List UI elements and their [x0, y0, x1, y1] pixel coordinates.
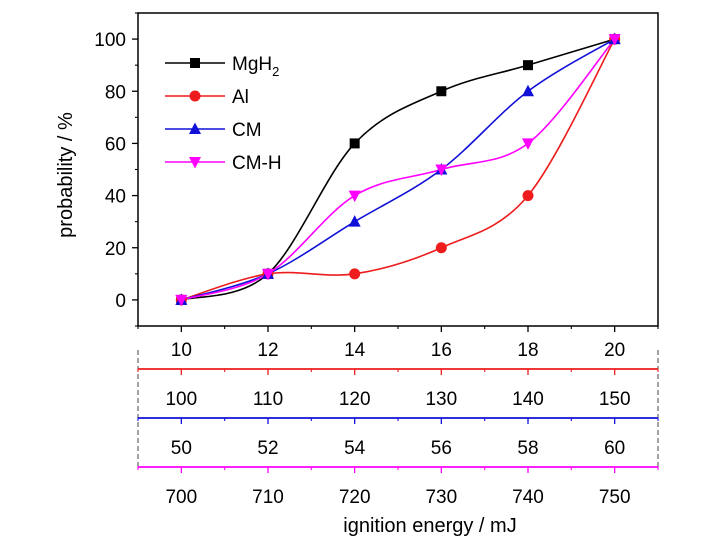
secondary-axis-label: 140 [512, 389, 544, 410]
y-axis-title: probability / % [55, 112, 77, 238]
legend-label-text: CM [232, 120, 262, 141]
secondary-axis-label: 58 [517, 438, 538, 459]
legend-label-text: MgH [232, 54, 272, 75]
legend-marker-1 [189, 90, 201, 102]
secondary-axis-label: 130 [425, 389, 457, 410]
data-point-1-4 [522, 190, 534, 202]
data-point-3-3 [435, 164, 448, 176]
legend-marker-3 [189, 157, 201, 169]
y-tick-label: 20 [105, 239, 126, 260]
legend-marker-2 [189, 122, 201, 134]
secondary-axes: 100 110 120 130 140 150 50 52 54 56 58 60 700 710 720 7… [137, 350, 659, 508]
secondary-axis-label: 740 [512, 487, 544, 508]
y-tick-label: 40 [105, 187, 126, 208]
axis-ticks: 0 20 40 60 80 100 10 12 14 16 18 20 [94, 12, 659, 361]
data-point-1-2 [349, 268, 361, 280]
legend: MgH2 Al CM CM-H [165, 54, 282, 174]
legend-label-0: MgH2 [232, 54, 279, 79]
legend-label-subscript: 2 [272, 64, 279, 79]
x-tick-label: 14 [344, 340, 366, 361]
secondary-axis-label: 52 [257, 438, 278, 459]
secondary-axis-label: 720 [339, 487, 371, 508]
x-tick-label: 20 [604, 340, 625, 361]
y-tick-label: 60 [105, 134, 126, 155]
data-point-0-4 [523, 60, 533, 71]
secondary-axis-label: 750 [599, 487, 631, 508]
y-tick-label: 0 [115, 291, 126, 312]
secondary-axis-label: 150 [599, 389, 631, 410]
data-point-2-4 [522, 84, 534, 97]
secondary-axis-label: 110 [253, 389, 283, 410]
legend-label-1: Al [232, 87, 249, 108]
secondary-axis-label: 710 [252, 487, 284, 508]
series-points [175, 32, 621, 307]
x-tick-label: 12 [257, 340, 278, 361]
data-point-0-3 [436, 86, 447, 97]
secondary-axis-label: 50 [171, 438, 192, 459]
plot-frame [137, 12, 659, 327]
secondary-axis-label: 56 [431, 438, 452, 459]
data-point-3-1 [262, 268, 274, 281]
y-tick-label: 100 [94, 30, 126, 51]
data-point-2-2 [348, 215, 361, 227]
x-axis-title: ignition energy / mJ [343, 515, 516, 537]
legend-marker-0 [190, 58, 200, 68]
y-tick-label: 80 [105, 82, 126, 103]
x-tick-label: 10 [171, 340, 192, 361]
secondary-axis-label: 100 [165, 389, 197, 410]
legend-label-text: Al [232, 87, 249, 108]
secondary-axis-label: 730 [425, 487, 457, 508]
x-tick-label: 18 [517, 340, 538, 361]
plot-border [137, 12, 659, 327]
secondary-axis-label: 54 [344, 438, 366, 459]
data-point-0-2 [349, 138, 360, 149]
data-point-3-4 [522, 138, 534, 150]
legend-label-2: CM [232, 120, 262, 141]
data-point-1-3 [435, 242, 447, 254]
data-point-3-5 [608, 34, 621, 46]
secondary-axis-label: 700 [165, 487, 197, 508]
x-tick-label: 16 [431, 340, 452, 361]
secondary-axis-label: 120 [339, 389, 371, 410]
data-point-3-2 [348, 190, 361, 203]
secondary-axis-label: 60 [604, 438, 625, 459]
data-point-3-0 [175, 294, 188, 307]
legend-label-text: CM-H [232, 153, 282, 174]
legend-label-3: CM-H [232, 153, 282, 174]
